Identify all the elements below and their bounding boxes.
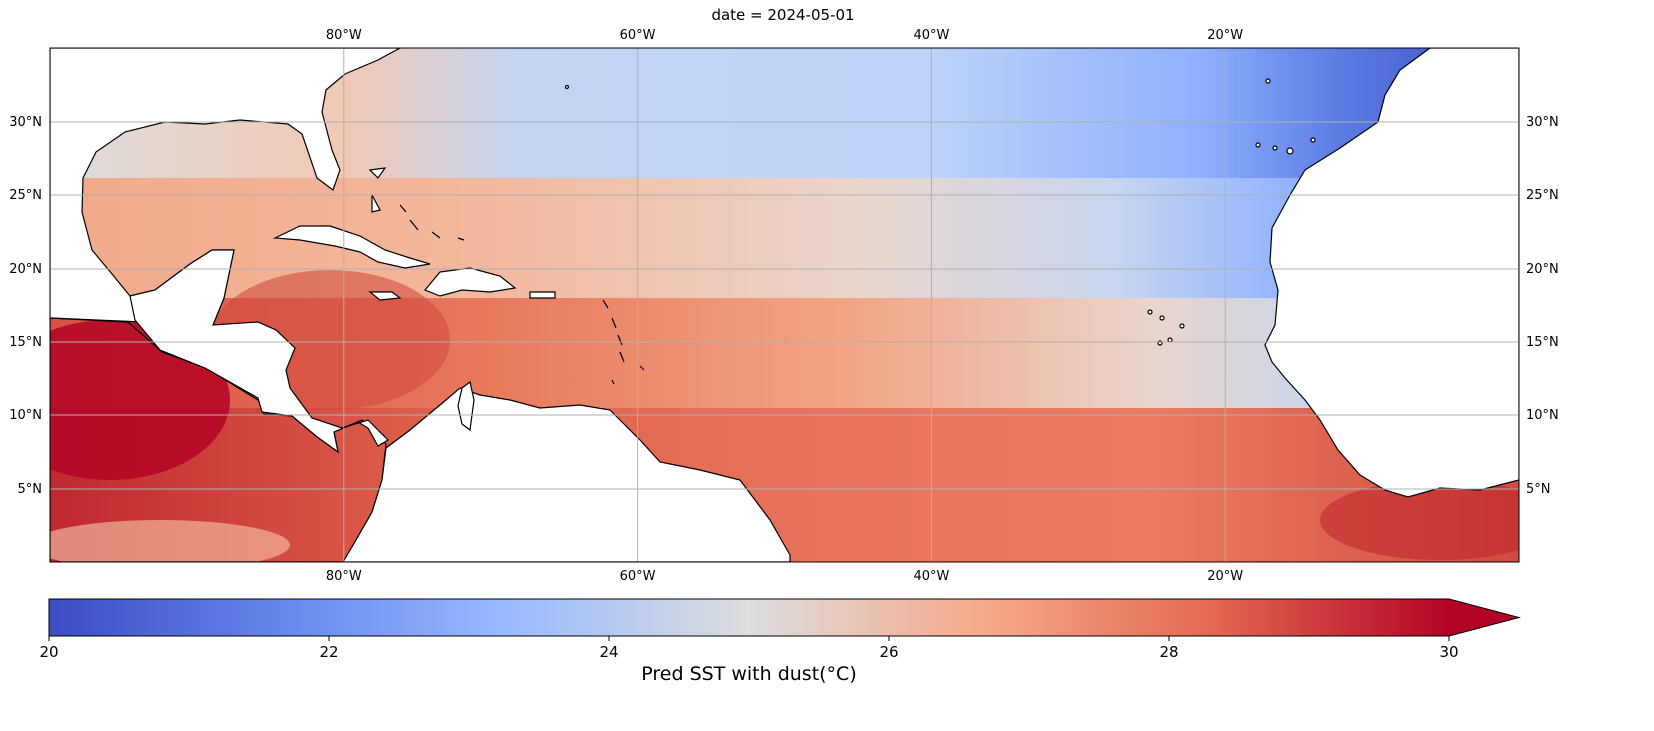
- colorbar-outline: [48, 598, 1521, 637]
- lesser-antilles: [602, 299, 645, 385]
- map-frame: [49, 47, 1520, 563]
- gridlines: [50, 48, 1519, 562]
- hispaniola-land: [424, 267, 517, 297]
- lon-label: 60°W: [620, 569, 656, 584]
- lat-label: 30°N: [9, 115, 42, 130]
- lon-label: 20°W: [1207, 28, 1243, 43]
- lon-label: 40°W: [913, 28, 949, 43]
- pacific-cool-patch: [50, 520, 290, 562]
- cuba-land: [272, 225, 431, 269]
- colorbar-gradient: [49, 599, 1449, 636]
- lon-labels-bottom: 80°W 60°W 40°W 20°W: [326, 569, 1243, 584]
- lon-label: 60°W: [620, 28, 656, 43]
- canary-island: [1272, 145, 1278, 151]
- jamaica-land: [368, 291, 402, 301]
- lon-label: 80°W: [326, 569, 362, 584]
- colorbar-extend-arrow: [1449, 599, 1519, 636]
- colorbar-tick-label: 24: [599, 643, 618, 661]
- colorbar-tick-label: 20: [39, 643, 58, 661]
- lon-label: 40°W: [913, 569, 949, 584]
- land: [50, 48, 1519, 562]
- lat-label: 20°N: [9, 262, 42, 277]
- cape-verde-island: [1147, 309, 1153, 315]
- sst-field-equatorial: [50, 408, 1519, 562]
- colorbar-tick-marks: [48, 636, 1450, 641]
- lat-label: 20°N: [1526, 262, 1559, 277]
- colorbar-tick-label: 30: [1439, 643, 1458, 661]
- canary-island: [1286, 147, 1294, 155]
- lat-label: 25°N: [1526, 188, 1559, 203]
- lat-label: 10°N: [1526, 408, 1559, 423]
- yucatan-land: [129, 249, 389, 454]
- lon-label: 20°W: [1207, 569, 1243, 584]
- canary-island: [1310, 137, 1316, 143]
- cape-verde-island: [1159, 315, 1165, 321]
- lat-label: 25°N: [9, 188, 42, 203]
- colorbar-tick-labels: 20 22 24 26 28 30: [39, 643, 1458, 661]
- map-area: [50, 48, 1519, 562]
- lat-label: 15°N: [9, 335, 42, 350]
- lake-maracaibo: [457, 380, 475, 432]
- madeira-island: [1265, 78, 1271, 84]
- gulf-of-guinea-warm: [1320, 480, 1519, 560]
- puerto-rico-land: [529, 291, 556, 299]
- lat-label: 5°N: [1526, 482, 1551, 497]
- bahamas-islands: [368, 167, 465, 241]
- colorbar-label: Pred SST with dust(°C): [641, 663, 856, 685]
- colorbar: 20 22 24 26 28 30 Pred SST with dust(°C): [39, 598, 1521, 685]
- bermuda-island: [564, 84, 570, 90]
- colorbar-tick-label: 26: [879, 643, 898, 661]
- lat-label: 5°N: [18, 482, 43, 497]
- south-america-land: [342, 387, 791, 562]
- colorbar-tick-label: 28: [1159, 643, 1178, 661]
- colorbar-tick-label: 22: [319, 643, 338, 661]
- cape-verde-island: [1167, 337, 1173, 343]
- cape-verde-island: [1179, 323, 1185, 329]
- lat-labels-right: 30°N 25°N 20°N 15°N 10°N 5°N: [1526, 115, 1559, 497]
- canary-island: [1255, 142, 1261, 148]
- lon-labels-top: 80°W 60°W 40°W 20°W: [326, 28, 1243, 43]
- lon-label: 80°W: [326, 28, 362, 43]
- lat-label: 10°N: [9, 408, 42, 423]
- plot-title: date = 2024-05-01: [711, 6, 854, 24]
- lat-label: 15°N: [1526, 335, 1559, 350]
- lat-labels-left: 30°N 25°N 20°N 15°N 10°N 5°N: [9, 115, 42, 497]
- lat-label: 30°N: [1526, 115, 1559, 130]
